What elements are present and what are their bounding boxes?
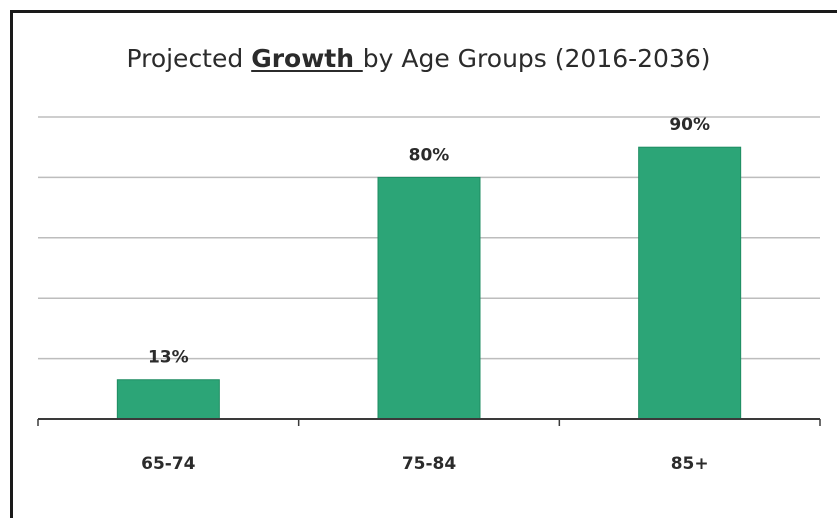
chart-frame [10, 10, 837, 518]
data-label: 90% [669, 115, 710, 135]
chart-title-emphasis: Growth [251, 44, 363, 73]
bar-85+ [638, 146, 742, 420]
bar-75-84 [377, 176, 481, 420]
bars [116, 146, 742, 420]
x-axis [37, 418, 821, 426]
data-label: 80% [409, 145, 450, 165]
x-tick-label: 85+ [671, 454, 709, 474]
data-label: 13% [148, 348, 189, 368]
chart-title-part: Projected [126, 44, 252, 73]
x-tick-label: 65-74 [141, 454, 196, 474]
x-tick-label: 75-84 [402, 454, 457, 474]
chart-title: Projected Growth by Age Groups (2016-203… [0, 44, 837, 73]
labels: 13% 65-74 80% 75-84 90% 85+ [141, 115, 710, 474]
bar-65-74 [116, 379, 220, 420]
chart-title-part: by Age Groups (2016-2036) [362, 44, 711, 73]
